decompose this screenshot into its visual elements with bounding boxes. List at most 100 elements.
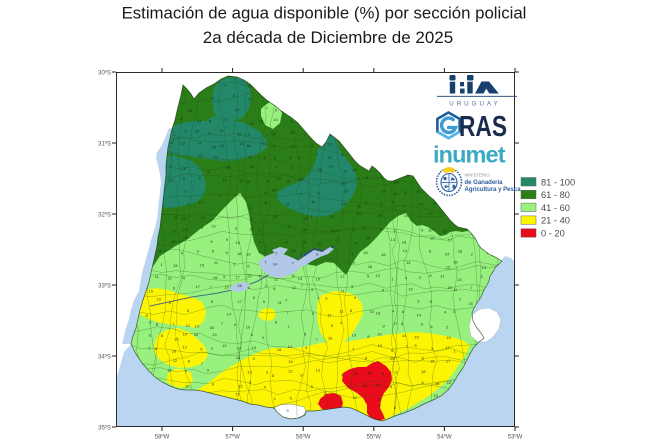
svg-text:17: 17 (196, 284, 201, 289)
svg-text:6: 6 (169, 300, 172, 305)
svg-text:19: 19 (378, 343, 383, 348)
svg-text:15: 15 (363, 383, 368, 388)
svg-text:8: 8 (275, 319, 278, 324)
svg-text:12: 12 (198, 200, 203, 205)
svg-text:7: 7 (292, 261, 295, 266)
svg-text:4: 4 (380, 227, 383, 232)
svg-text:30ºS: 30ºS (98, 69, 111, 76)
svg-text:19: 19 (446, 335, 451, 340)
svg-text:8: 8 (402, 309, 405, 314)
svg-text:0 - 20: 0 - 20 (541, 229, 565, 239)
svg-text:18: 18 (381, 252, 386, 257)
svg-text:6: 6 (401, 321, 404, 326)
svg-text:10: 10 (352, 168, 357, 173)
svg-text:16: 16 (318, 167, 323, 172)
svg-text:7: 7 (210, 285, 213, 290)
svg-text:6: 6 (212, 382, 215, 387)
svg-text:11: 11 (219, 128, 224, 133)
svg-text:10: 10 (329, 163, 334, 168)
svg-text:9: 9 (263, 299, 266, 304)
svg-text:15: 15 (239, 178, 244, 183)
svg-text:6: 6 (430, 299, 433, 304)
svg-text:17: 17 (445, 345, 450, 350)
svg-text:2: 2 (248, 132, 251, 137)
svg-text:13: 13 (457, 277, 462, 282)
svg-text:11: 11 (357, 204, 362, 209)
svg-text:14: 14 (212, 144, 217, 149)
svg-text:16: 16 (453, 259, 458, 264)
svg-text:4: 4 (250, 205, 253, 210)
svg-text:3: 3 (207, 368, 210, 373)
svg-text:4: 4 (264, 385, 267, 390)
svg-text:56ºW: 56ºW (296, 434, 311, 441)
svg-text:4: 4 (355, 240, 358, 245)
svg-text:6: 6 (212, 249, 215, 254)
svg-text:10: 10 (344, 189, 349, 194)
svg-text:15: 15 (430, 359, 435, 364)
svg-text:1: 1 (336, 227, 339, 232)
svg-text:3: 3 (421, 380, 424, 385)
svg-text:8: 8 (429, 273, 432, 278)
svg-text:6: 6 (180, 116, 183, 121)
svg-text:10: 10 (198, 153, 203, 158)
svg-text:16: 16 (290, 130, 295, 135)
svg-text:13: 13 (316, 368, 321, 373)
svg-text:11: 11 (440, 274, 445, 279)
svg-text:14: 14 (236, 355, 241, 360)
svg-text:3: 3 (341, 152, 344, 157)
svg-text:13: 13 (182, 227, 187, 232)
svg-text:16: 16 (394, 180, 399, 185)
svg-text:6: 6 (249, 154, 252, 159)
svg-text:16: 16 (194, 332, 199, 337)
svg-text:17: 17 (448, 238, 453, 243)
svg-text:18: 18 (376, 310, 381, 315)
svg-text:9: 9 (149, 333, 152, 338)
svg-text:13: 13 (482, 265, 487, 270)
svg-text:16: 16 (442, 228, 447, 233)
svg-text:12: 12 (210, 96, 215, 101)
svg-text:7: 7 (287, 324, 290, 329)
svg-text:14: 14 (237, 346, 242, 351)
svg-text:12: 12 (220, 143, 225, 148)
svg-text:13: 13 (418, 202, 423, 207)
svg-text:8: 8 (382, 288, 385, 293)
svg-text:16: 16 (235, 240, 240, 245)
svg-text:12: 12 (390, 356, 395, 361)
svg-text:5: 5 (290, 155, 293, 160)
svg-text:14: 14 (393, 191, 398, 196)
svg-text:10: 10 (428, 228, 433, 233)
svg-text:53ºW: 53ºW (508, 434, 523, 441)
svg-text:8: 8 (422, 355, 425, 360)
svg-text:19: 19 (277, 176, 282, 181)
svg-text:3: 3 (235, 226, 238, 231)
svg-text:11: 11 (168, 275, 173, 280)
svg-text:10: 10 (247, 273, 252, 278)
svg-text:7: 7 (285, 298, 288, 303)
svg-text:14: 14 (288, 344, 293, 349)
svg-text:9: 9 (225, 117, 228, 122)
svg-text:1: 1 (352, 251, 355, 256)
svg-text:14: 14 (266, 179, 271, 184)
svg-text:19: 19 (408, 286, 413, 291)
svg-text:5: 5 (290, 396, 293, 401)
svg-text:15: 15 (173, 263, 178, 268)
svg-text:11: 11 (453, 287, 458, 292)
svg-text:10: 10 (352, 333, 357, 338)
svg-text:2: 2 (446, 325, 449, 330)
svg-text:13: 13 (212, 332, 217, 337)
svg-text:1: 1 (310, 214, 313, 219)
svg-text:9: 9 (383, 323, 386, 328)
svg-text:9: 9 (288, 224, 291, 229)
svg-text:4: 4 (366, 175, 369, 180)
svg-text:9: 9 (417, 299, 420, 304)
svg-text:6: 6 (173, 286, 176, 291)
svg-text:8: 8 (262, 140, 265, 145)
svg-text:11: 11 (214, 260, 219, 265)
svg-text:21 - 40: 21 - 40 (541, 216, 570, 226)
svg-text:13: 13 (211, 223, 216, 228)
svg-text:9: 9 (253, 356, 256, 361)
svg-text:18: 18 (237, 283, 242, 288)
svg-text:13: 13 (303, 216, 308, 221)
svg-text:12: 12 (185, 323, 190, 328)
svg-text:9: 9 (286, 408, 289, 413)
